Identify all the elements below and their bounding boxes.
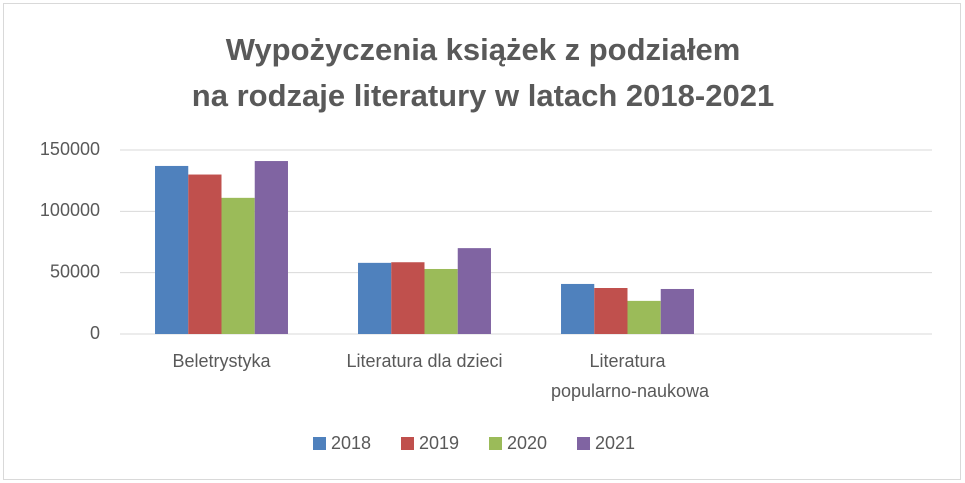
y-tick-label: 100000 — [40, 200, 100, 220]
bar — [627, 300, 661, 334]
legend-swatch — [401, 437, 414, 450]
bar — [391, 262, 425, 334]
y-tick-label: 150000 — [40, 139, 100, 159]
bar — [254, 161, 288, 334]
chart-title: Wypożyczenia książek z podziałem — [226, 32, 741, 67]
legend-label: 2019 — [419, 433, 459, 453]
bar — [424, 268, 458, 334]
legend-label: 2021 — [595, 433, 635, 453]
legend-swatch — [489, 437, 502, 450]
legend-swatch — [577, 437, 590, 450]
bar — [594, 288, 628, 334]
x-tick-label: Literatura dla dzieci — [346, 351, 502, 371]
bar — [221, 197, 255, 334]
y-tick-label: 50000 — [50, 261, 100, 281]
bar — [188, 174, 222, 334]
bar — [561, 283, 595, 334]
bar — [358, 262, 392, 334]
x-tick-label: Literatura popularno-naukowa — [546, 351, 710, 401]
y-tick-label: 0 — [90, 323, 100, 343]
chart-title: na rodzaje literatury w latach 2018-2021 — [192, 78, 774, 113]
chart-border — [3, 3, 961, 480]
x-tick-label: Beletrystyka — [172, 351, 271, 371]
legend-swatch — [313, 437, 326, 450]
bar — [660, 288, 694, 334]
legend-label: 2018 — [331, 433, 371, 453]
bar — [457, 248, 491, 334]
legend-label: 2020 — [507, 433, 547, 453]
bar — [155, 165, 189, 334]
